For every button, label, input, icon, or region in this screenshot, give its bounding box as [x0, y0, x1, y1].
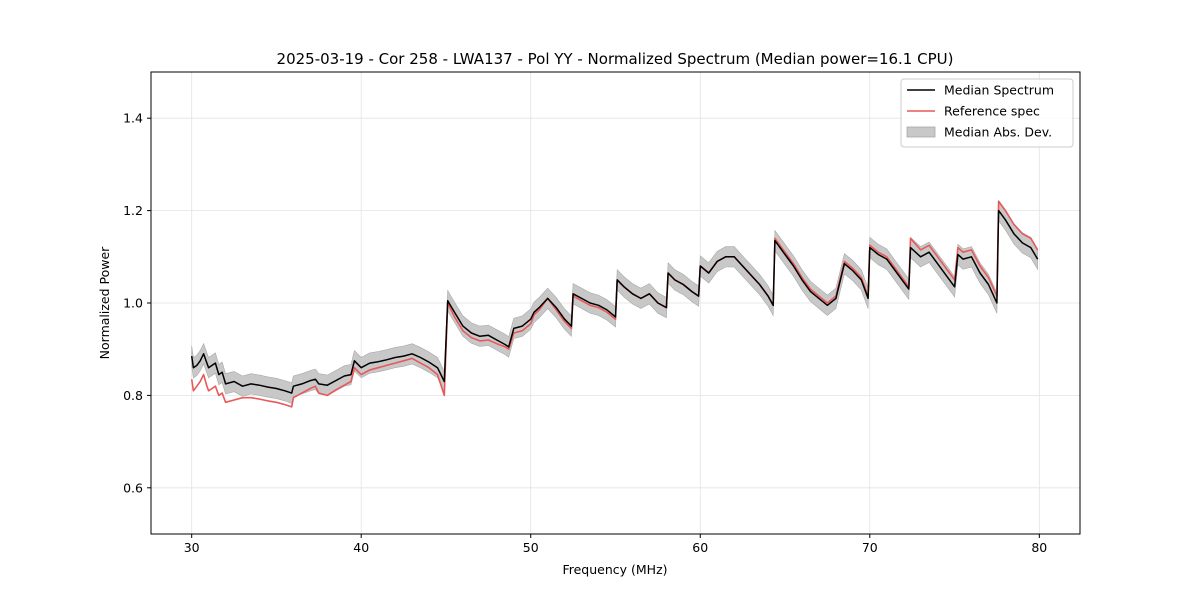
- legend: Median Spectrum Reference spec Median Abs.…: [900, 78, 1074, 148]
- x-tick-label: 30: [184, 540, 200, 555]
- axes: 30 40 50 60 70 80 0.6 0.8 1.0 1.2 1.4: [123, 71, 1081, 555]
- y-axis-title: Normalized Power: [97, 246, 112, 360]
- y-tick-label: 1.4: [123, 111, 143, 126]
- legend-label: Reference spec: [944, 104, 1040, 119]
- legend-label: Median Spectrum: [944, 83, 1054, 98]
- x-tick-label: 80: [1031, 540, 1047, 555]
- y-tick-label: 0.8: [123, 388, 143, 403]
- x-axis-title: Frequency (MHz): [562, 562, 667, 577]
- y-tick-label: 0.6: [123, 480, 143, 495]
- x-tick-label: 60: [692, 540, 708, 555]
- y-tick-label: 1.2: [123, 203, 143, 218]
- series-lines: [190, 200, 1039, 408]
- x-tick-label: 50: [523, 540, 539, 555]
- legend-box: [900, 78, 1074, 148]
- legend-swatch: [906, 126, 936, 138]
- y-tick-label: 1.0: [123, 296, 143, 311]
- mad-band-area: [191, 199, 1038, 404]
- x-tick-label: 70: [862, 540, 878, 555]
- x-tick-label: 40: [353, 540, 369, 555]
- reference-spec-line: [190, 200, 1039, 408]
- median-spectrum-line: [190, 209, 1039, 394]
- median-abs-dev-band: [191, 199, 1038, 404]
- legend-label: Median Abs. Dev.: [944, 125, 1052, 140]
- chart-title: 2025-03-19 - Cor 258 - LWA137 - Pol YY -…: [277, 50, 954, 68]
